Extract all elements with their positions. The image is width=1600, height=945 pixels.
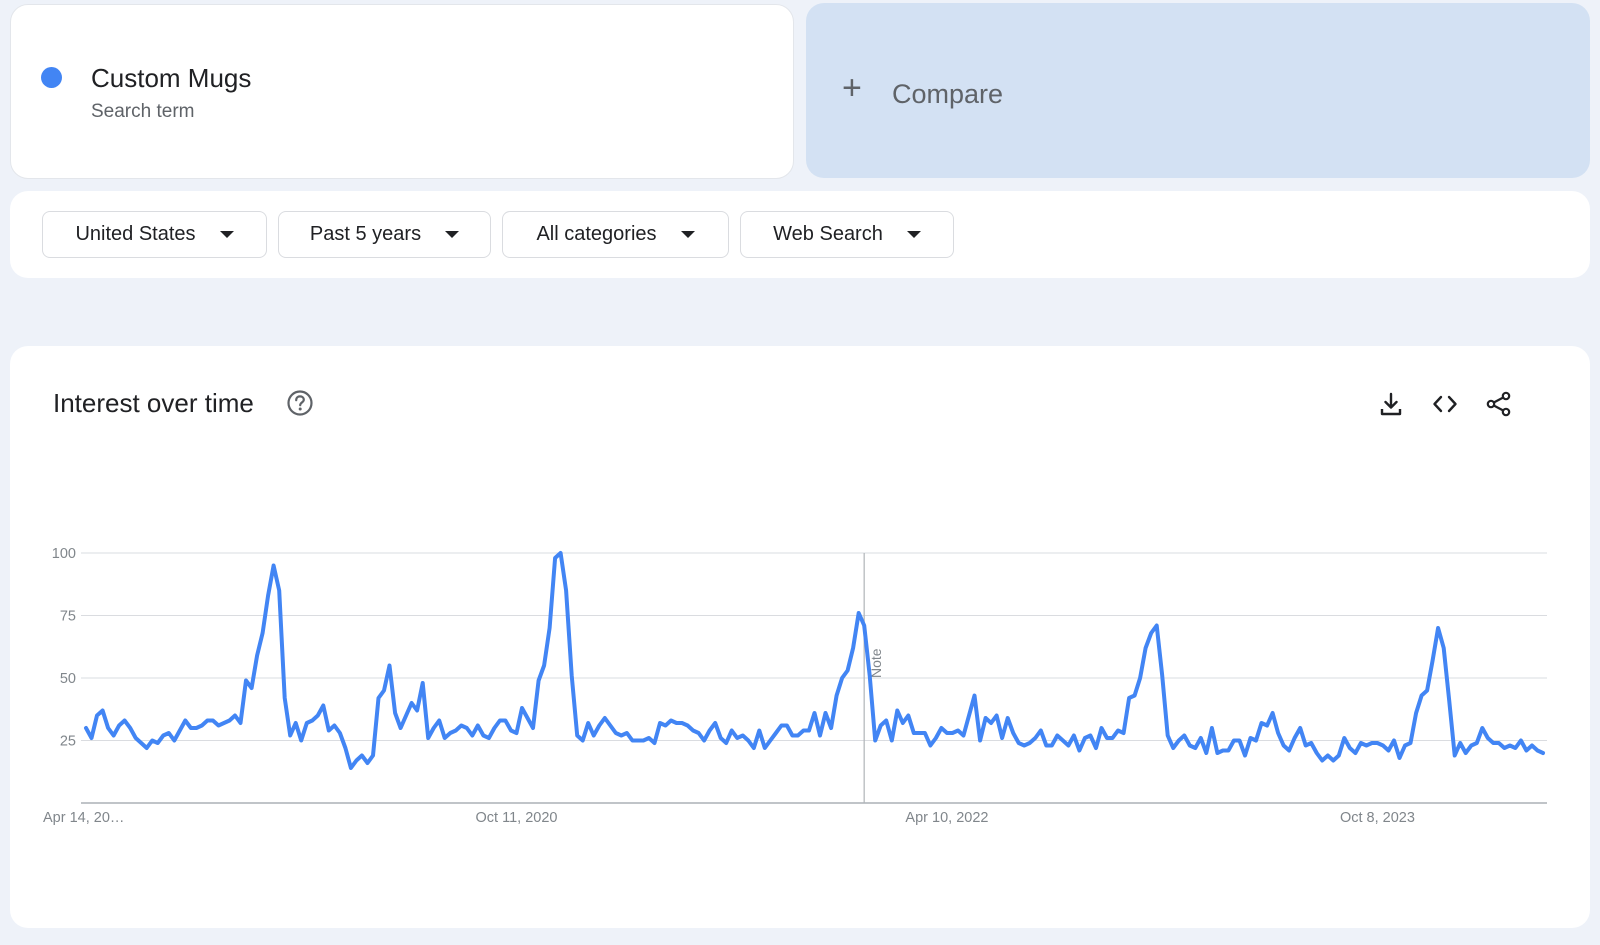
time-range-value: Past 5 years bbox=[309, 223, 422, 245]
embed-icon[interactable] bbox=[1431, 390, 1459, 418]
search-type-dropdown[interactable]: Web Search bbox=[740, 211, 954, 258]
panel-title: Interest over time bbox=[53, 388, 254, 418]
y-tick-label: 25 bbox=[60, 734, 76, 750]
category-value: All categories bbox=[536, 223, 657, 245]
help-icon[interactable] bbox=[286, 389, 314, 417]
time-range-dropdown[interactable]: Past 5 years bbox=[278, 211, 491, 258]
caret-down-icon bbox=[219, 231, 234, 238]
interest-chart: 25 50 75 100 Apr 14, 20… Oct 11, 2020 Apr 10, … bbox=[43, 546, 1547, 826]
note-label: Note bbox=[868, 648, 884, 678]
series-line bbox=[84, 551, 1545, 770]
share-icon[interactable] bbox=[1485, 390, 1513, 418]
series-color-dot bbox=[41, 67, 62, 88]
y-tick-label: 75 bbox=[60, 609, 76, 625]
region-value: United States bbox=[75, 223, 196, 245]
x-tick-label: Apr 14, 20… bbox=[43, 810, 124, 826]
search-term-subtitle: Search term bbox=[91, 101, 195, 122]
caret-down-icon bbox=[906, 231, 921, 238]
y-tick-label: 100 bbox=[52, 546, 76, 562]
category-dropdown[interactable]: All categories bbox=[502, 211, 729, 258]
x-tick-label: Oct 8, 2023 bbox=[1340, 810, 1415, 826]
x-tick-label: Oct 11, 2020 bbox=[476, 810, 558, 826]
search-term-card[interactable]: Custom Mugs Search term bbox=[10, 4, 794, 179]
search-type-value: Web Search bbox=[773, 223, 883, 245]
caret-down-icon bbox=[680, 231, 695, 238]
compare-button[interactable]: + Compare bbox=[806, 3, 1590, 178]
filters-bar: United States Past 5 years All categorie… bbox=[10, 191, 1590, 278]
download-icon[interactable] bbox=[1377, 390, 1405, 418]
caret-down-icon bbox=[445, 231, 460, 238]
x-tick-label: Apr 10, 2022 bbox=[905, 810, 988, 826]
region-dropdown[interactable]: United States bbox=[42, 211, 267, 258]
compare-label: Compare bbox=[892, 79, 1004, 109]
plus-icon: + bbox=[842, 69, 862, 107]
y-tick-label: 50 bbox=[60, 671, 76, 687]
search-term-name[interactable]: Custom Mugs bbox=[91, 63, 252, 93]
interest-over-time-card: 25 50 75 100 Apr 14, 20… Oct 11, 2020 Apr 10, … bbox=[10, 346, 1590, 928]
